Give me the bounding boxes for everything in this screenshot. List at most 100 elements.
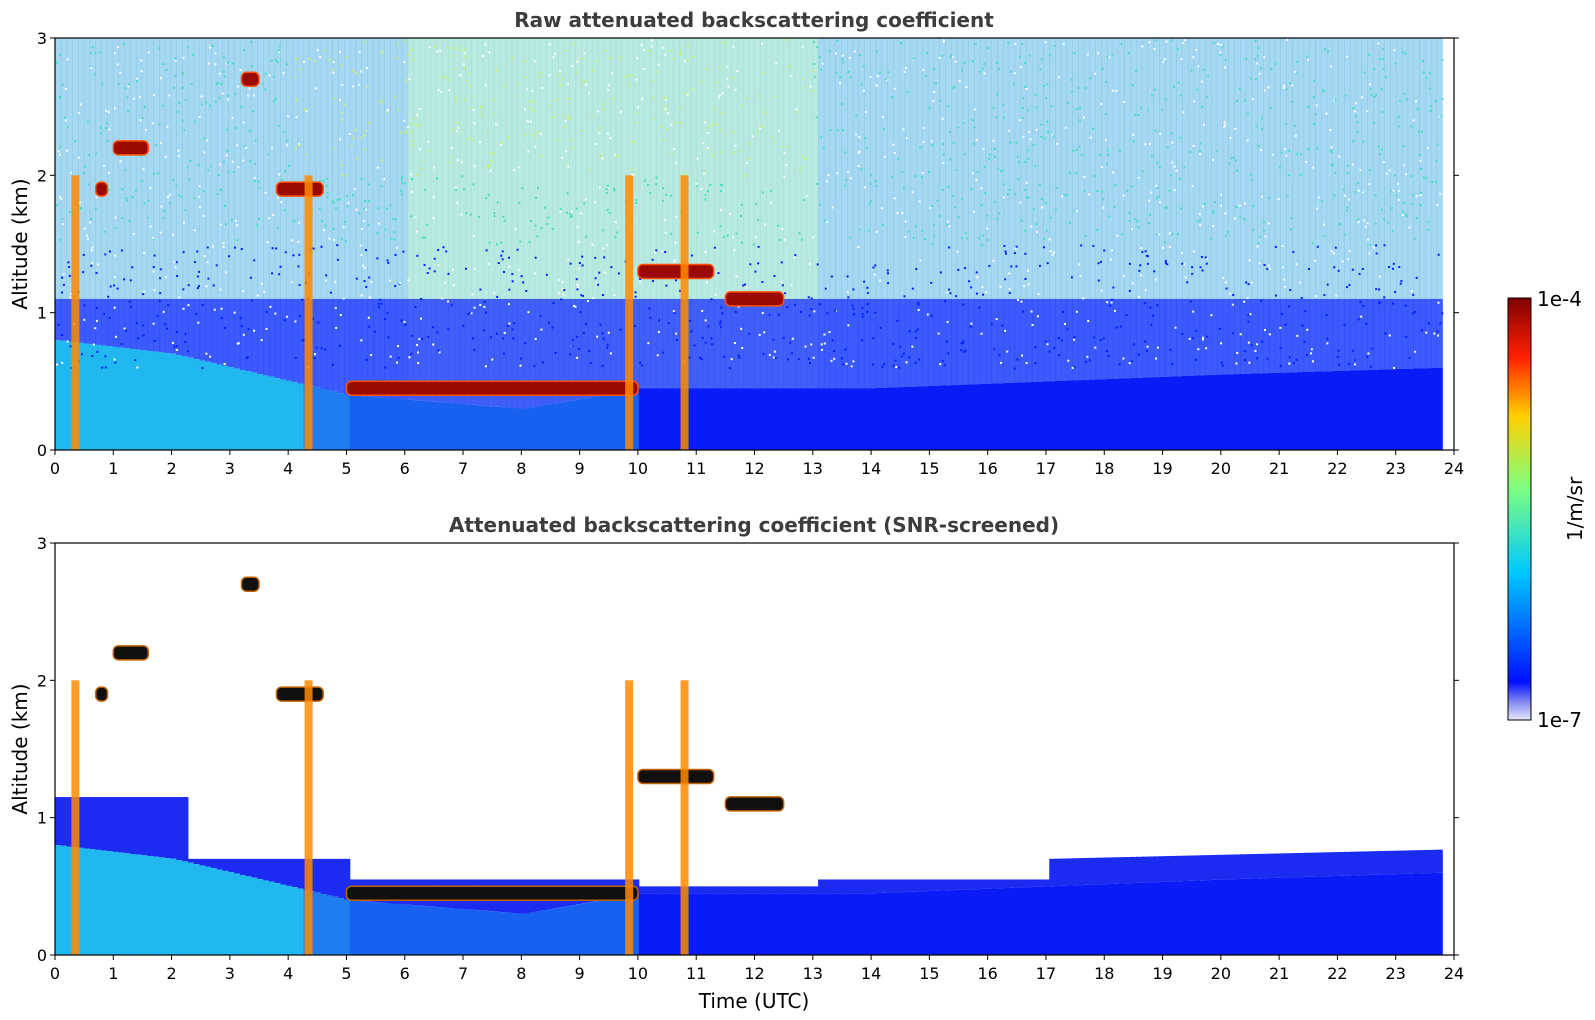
boundary-layer-column	[471, 909, 478, 955]
noise-speckle	[511, 328, 514, 331]
noise-speckle	[1266, 357, 1269, 360]
noise-speckle	[710, 298, 713, 301]
noise-speckle	[432, 343, 435, 346]
noise-speckle	[377, 207, 380, 210]
noise-column	[251, 38, 258, 373]
screened-signal-column	[320, 858, 328, 895]
noise-speckle	[945, 291, 948, 294]
noise-speckle	[411, 334, 414, 337]
noise-speckle	[978, 306, 981, 309]
noise-column	[1338, 38, 1345, 371]
noise-speckle	[339, 138, 342, 141]
noise-speckle	[1220, 193, 1223, 196]
screened-signal-column	[760, 886, 767, 894]
screened-signal-column	[754, 886, 761, 894]
noise-speckle	[1252, 205, 1255, 208]
noise-speckle	[1301, 324, 1304, 327]
screened-signal-column	[211, 858, 218, 869]
noise-speckle	[224, 204, 227, 207]
noise-speckle	[1249, 173, 1252, 176]
noise-column	[112, 38, 120, 347]
noise-column	[1263, 38, 1270, 374]
boundary-layer-column	[55, 340, 62, 450]
noise-low-column	[1118, 298, 1125, 379]
noise-speckle	[614, 153, 617, 156]
noise-low-column	[153, 298, 160, 352]
noise-speckle	[1400, 280, 1403, 283]
noise-speckle	[995, 318, 998, 321]
noise-speckle	[67, 261, 70, 264]
noise-low-column	[257, 298, 264, 375]
noise-speckle	[820, 136, 823, 139]
noise-speckle	[206, 139, 209, 142]
noise-low-column	[1055, 298, 1062, 381]
noise-speckle	[1391, 230, 1394, 233]
boundary-layer-column	[396, 398, 403, 450]
noise-speckle	[596, 335, 599, 338]
noise-speckle	[786, 306, 789, 309]
noise-speckle	[323, 49, 326, 52]
noise-column	[1309, 38, 1316, 372]
noise-speckle	[860, 168, 863, 171]
noise-low-column	[864, 298, 871, 389]
noise-speckle	[1437, 334, 1440, 337]
noise-speckle	[108, 316, 111, 319]
noise-speckle	[818, 303, 821, 306]
noise-speckle	[1441, 58, 1444, 61]
noise-speckle	[733, 342, 736, 345]
boundary-layer-column	[1396, 874, 1403, 955]
boundary-layer-column	[344, 899, 351, 955]
noise-speckle	[1228, 292, 1231, 295]
screened-signal-column	[66, 797, 73, 847]
noise-low-column	[534, 298, 542, 407]
noise-speckle	[1166, 263, 1169, 266]
noise-speckle	[534, 256, 537, 259]
noise-speckle	[1267, 86, 1270, 89]
boundary-layer-column	[1355, 875, 1362, 955]
x-tick-label: 10	[628, 459, 648, 478]
screened-signal-column	[1286, 853, 1293, 878]
noise-speckle	[1019, 201, 1022, 204]
noise-speckle	[183, 129, 186, 132]
noise-speckle	[670, 49, 673, 52]
boundary-layer-column	[1095, 884, 1102, 955]
noise-speckle	[1154, 88, 1157, 91]
noise-speckle	[345, 56, 348, 59]
noise-speckle	[1334, 99, 1337, 102]
noise-speckle	[1073, 52, 1076, 55]
noise-speckle	[472, 109, 475, 112]
noise-speckle	[1207, 75, 1210, 78]
boundary-layer-column	[650, 388, 657, 450]
noise-speckle	[70, 292, 73, 295]
noise-speckle	[1430, 109, 1433, 112]
noise-speckle	[1256, 245, 1259, 248]
noise-speckle	[336, 244, 339, 247]
noise-speckle	[1022, 310, 1025, 313]
noise-speckle	[240, 248, 243, 251]
noise-speckle	[1107, 354, 1110, 357]
noise-speckle	[465, 212, 468, 215]
screened-signal-column	[222, 858, 229, 871]
noise-speckle	[336, 198, 339, 201]
noise-speckle	[87, 154, 90, 157]
noise-column	[661, 38, 669, 389]
boundary-layer-column	[1274, 877, 1281, 955]
noise-speckle	[1201, 338, 1204, 341]
noise-column	[719, 38, 727, 389]
screened-signal-column	[147, 797, 154, 857]
noise-speckle	[810, 297, 813, 300]
boundary-layer-column	[193, 359, 201, 450]
noise-speckle	[1078, 119, 1081, 122]
boundary-layer-column	[1292, 877, 1299, 955]
noise-column	[1078, 38, 1085, 381]
noise-speckle	[264, 88, 267, 91]
boundary-layer-column	[939, 385, 946, 450]
noise-speckle	[919, 259, 922, 262]
boundary-layer-column	[922, 891, 929, 955]
screened-signal-column	[292, 858, 299, 888]
boundary-layer-column	[384, 398, 391, 450]
noise-low-column	[592, 298, 599, 397]
noise-speckle	[83, 318, 86, 321]
noise-speckle	[864, 186, 867, 189]
boundary-layer-column	[78, 847, 85, 955]
